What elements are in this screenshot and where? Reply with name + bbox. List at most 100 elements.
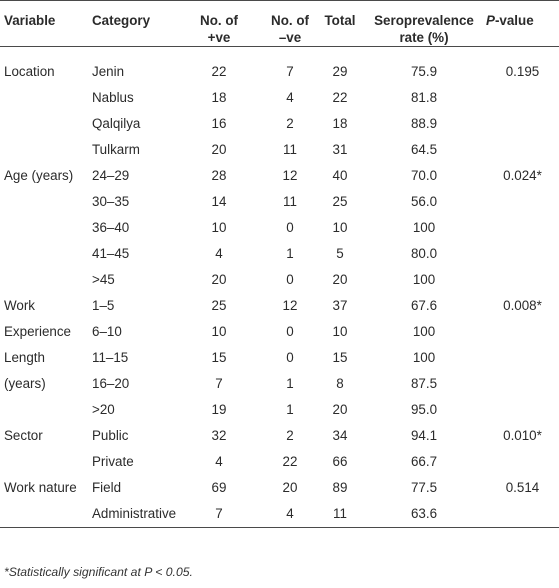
header-p-value: P-value — [486, 0, 559, 47]
cell-positive: 20 — [211, 272, 227, 287]
cell-rate: 94.1 — [410, 428, 438, 443]
cell-total: 31 — [332, 142, 348, 157]
table-row: Tulkarm 20 11 31 64.5 — [0, 137, 559, 163]
cell-positive: 20 — [211, 142, 227, 157]
cell-p-value: 0.514 — [505, 480, 540, 495]
cell-variable — [0, 449, 84, 475]
cell-rate: 56.0 — [410, 194, 438, 209]
cell-category: Private — [92, 454, 134, 469]
cell-total: 40 — [332, 168, 348, 183]
cell-category: Jenin — [92, 64, 125, 79]
cell-total: 66 — [332, 454, 348, 469]
cell-negative: 7 — [286, 64, 294, 79]
cell-negative: 0 — [286, 350, 294, 365]
data-table-container: Variable Category No. of +ve No. of –ve … — [0, 0, 559, 528]
table-row: Length 11–15 15 0 15 100 — [0, 345, 559, 371]
cell-p-value — [486, 319, 559, 345]
cell-rate: 100 — [412, 324, 436, 339]
cell-negative: 2 — [286, 428, 294, 443]
cell-p-value — [486, 397, 559, 423]
cell-variable: Work nature — [4, 480, 77, 495]
cell-positive: 22 — [211, 64, 227, 79]
cell-positive: 28 — [211, 168, 227, 183]
cell-total: 8 — [336, 376, 344, 391]
cell-rate: 70.0 — [410, 168, 438, 183]
spacer-cell — [262, 47, 318, 60]
header-p-suffix: -value — [494, 13, 534, 28]
cell-total: 15 — [332, 350, 348, 365]
cell-positive: 18 — [211, 90, 227, 105]
cell-negative: 12 — [282, 298, 298, 313]
cell-rate: 88.9 — [410, 116, 438, 131]
cell-variable — [0, 397, 84, 423]
cell-p-value — [486, 215, 559, 241]
cell-positive: 69 — [211, 480, 227, 495]
cell-category: >45 — [92, 272, 115, 287]
cell-positive: 16 — [211, 116, 227, 131]
cell-category: >20 — [92, 402, 115, 417]
cell-p-value: 0.024* — [503, 168, 542, 183]
cell-positive: 32 — [211, 428, 227, 443]
header-category: Category — [84, 0, 176, 47]
spacer-cell — [84, 47, 176, 60]
cell-negative: 0 — [286, 220, 294, 235]
cell-total: 20 — [332, 272, 348, 287]
cell-negative: 2 — [286, 116, 294, 131]
cell-p-value — [486, 371, 559, 397]
spacer-row — [0, 47, 559, 60]
cell-category: Tulkarm — [92, 142, 140, 157]
cell-negative: 0 — [286, 272, 294, 287]
cell-p-value — [486, 111, 559, 137]
table-row: 30–35 14 11 25 56.0 — [0, 189, 559, 215]
cell-positive: 4 — [215, 246, 223, 261]
cell-variable — [0, 501, 84, 528]
table-header: Variable Category No. of +ve No. of –ve … — [0, 0, 559, 47]
cell-variable: Length — [4, 350, 45, 365]
cell-negative: 22 — [282, 454, 298, 469]
spacer-cell — [176, 47, 262, 60]
cell-positive: 7 — [215, 376, 223, 391]
cell-category: Field — [92, 480, 122, 495]
cell-total: 89 — [332, 480, 348, 495]
cell-category: 36–40 — [92, 220, 130, 235]
table-row: Experience 6–10 10 0 10 100 — [0, 319, 559, 345]
cell-p-value — [486, 267, 559, 293]
table-row: Administrative 7 4 11 63.6 — [0, 501, 559, 528]
spacer-cell — [362, 47, 486, 60]
cell-positive: 10 — [211, 324, 227, 339]
spacer-cell — [318, 47, 362, 60]
cell-total: 11 — [318, 501, 362, 528]
header-row: Variable Category No. of +ve No. of –ve … — [0, 0, 559, 47]
cell-variable — [0, 215, 84, 241]
cell-total: 37 — [332, 298, 348, 313]
cell-category: 11–15 — [92, 350, 129, 365]
spacer-cell — [486, 47, 559, 60]
table-row: Work nature Field 69 20 89 77.5 0.514 — [0, 475, 559, 501]
cell-positive: 14 — [211, 194, 227, 209]
cell-rate: 100 — [412, 272, 436, 287]
cell-negative: 0 — [286, 324, 294, 339]
table-row: Location Jenin 22 7 29 75.9 0.195 — [0, 59, 559, 85]
cell-negative: 1 — [286, 402, 294, 417]
cell-category: 6–10 — [92, 324, 122, 339]
table-row: Qalqilya 16 2 18 88.9 — [0, 111, 559, 137]
cell-negative: 11 — [283, 142, 297, 157]
cell-rate: 81.8 — [410, 90, 438, 105]
cell-category: Qalqilya — [92, 116, 141, 131]
cell-rate: 80.0 — [410, 246, 438, 261]
table-row: >45 20 0 20 100 — [0, 267, 559, 293]
cell-total: 10 — [332, 324, 348, 339]
cell-p-value: 0.008* — [503, 298, 542, 313]
cell-negative: 1 — [286, 246, 294, 261]
table-row: 36–40 10 0 10 100 — [0, 215, 559, 241]
cell-rate: 75.9 — [410, 64, 438, 79]
header-p-letter: P — [486, 13, 495, 28]
cell-variable — [0, 267, 84, 293]
header-negative: No. of –ve — [262, 0, 318, 47]
cell-negative: 12 — [282, 168, 298, 183]
table-row: >20 19 1 20 95.0 — [0, 397, 559, 423]
cell-p-value: 0.195 — [505, 64, 540, 79]
cell-rate: 63.6 — [362, 501, 486, 528]
cell-negative: 1 — [286, 376, 294, 391]
cell-total: 29 — [332, 64, 348, 79]
